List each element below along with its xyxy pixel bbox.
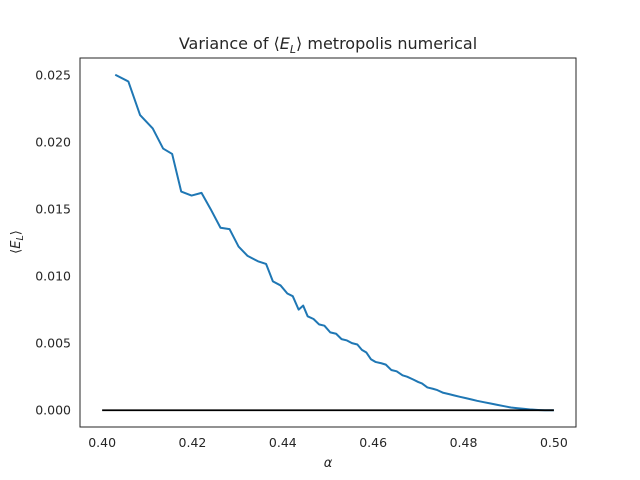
x-tick-labels: 0.40 0.42 0.44 0.46 0.48 0.50	[88, 435, 568, 450]
x-tick-label: 0.50	[540, 435, 568, 450]
axes-frame	[79, 57, 577, 428]
y-tick-label: 0.025	[35, 67, 71, 82]
axes-background	[80, 58, 576, 427]
x-tick-label: 0.40	[88, 435, 116, 450]
plot-area	[79, 57, 577, 428]
y-tick-label: 0.015	[35, 201, 71, 216]
y-tick-labels: 0.000 0.005 0.010 0.015 0.020 0.025	[35, 67, 71, 417]
y-axis-label: ⟨EL⟩	[9, 230, 26, 254]
chart-title: Variance of ⟨EL⟩ metropolis numerical	[179, 34, 477, 56]
x-tick-label: 0.46	[359, 435, 387, 450]
x-tick-label: 0.48	[450, 435, 478, 450]
x-tick-label: 0.44	[269, 435, 297, 450]
x-axis-label: α	[324, 456, 333, 471]
x-tick-label: 0.42	[179, 435, 207, 450]
series-layer	[102, 73, 554, 412]
y-tick-label: 0.000	[35, 403, 71, 418]
y-tick-label: 0.020	[35, 134, 71, 149]
y-tick-label: 0.005	[35, 336, 71, 351]
variance-series-line	[114, 73, 554, 412]
y-tick-label: 0.010	[35, 269, 71, 284]
